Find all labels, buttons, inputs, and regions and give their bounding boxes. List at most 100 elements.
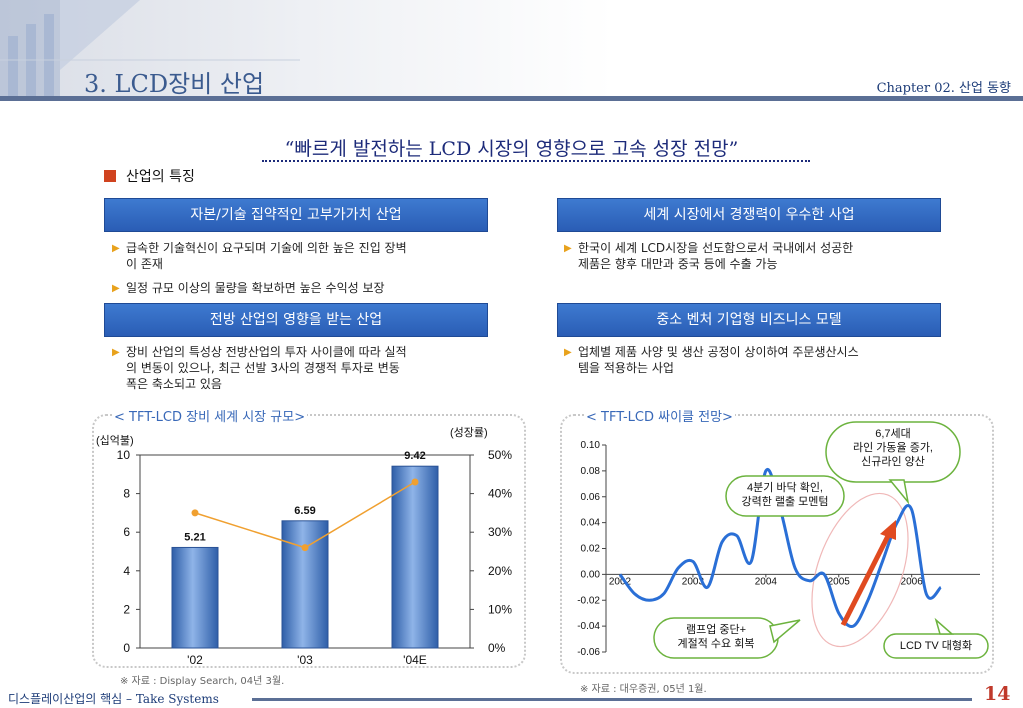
y-tick-label: 0.08 — [581, 466, 601, 477]
feature-2-bullet-1: ▶ 한국이 세계 LCD시장을 선도함으로서 국내에서 성공한 제품은 향후 대… — [564, 240, 948, 272]
arrow-bullet-icon: ▶ — [112, 347, 120, 358]
chart1-source: ※ 자료 : Display Search, 04년 3월. — [120, 676, 285, 687]
bar-data-label: 5.21 — [184, 531, 205, 543]
y2-tick-label: 20% — [488, 564, 512, 578]
feature-4-text-1a: 업체별 제품 사양 및 생산 공정이 상이하여 주문생산시스 — [578, 345, 859, 359]
section-bullet-square — [104, 170, 116, 182]
y-tick-label: -0.06 — [577, 647, 600, 658]
feature-1-bullet-1: ▶ 급속한 기술혁신이 요구되며 기술에 의한 높은 진입 장벽 이 존재 — [112, 240, 496, 272]
callout-demand-recovery-text: 램프업 중단+ — [686, 623, 746, 636]
bar-data-label: 9.42 — [404, 450, 425, 462]
page-number: 14 — [984, 683, 1011, 705]
chapter-label: Chapter 02. 산업 동향 — [876, 81, 1011, 96]
footer-divider — [252, 698, 972, 701]
callout-new-lines-text: 신규라인 양산 — [861, 455, 925, 468]
arrow-bullet-icon: ▶ — [564, 347, 572, 358]
callout-new-lines-text: 6,7세대 — [875, 427, 911, 440]
bar — [391, 465, 439, 649]
section-label: 산업의 특징 — [126, 169, 195, 185]
chart2-title: < TFT-LCD 싸이클 전망> — [584, 406, 735, 425]
callout-demand-recovery-text: 계절적 수요 회복 — [678, 637, 755, 650]
arrow-bullet-icon: ▶ — [112, 283, 120, 294]
growth-point — [411, 478, 419, 486]
market-size-chart: (십억불) (성장률) 0 2 4 6 8 10 0% 10% 20% 30% 40% 50% 5.21 '0… — [96, 426, 512, 664]
arrow-bullet-icon: ▶ — [564, 243, 572, 254]
y-tick-label: 0 — [123, 641, 130, 655]
feature-1-text-2: 일정 규모 이상의 물량을 확보하면 높은 수익성 보장 — [126, 281, 385, 295]
y-tick-label: 0.06 — [581, 492, 601, 503]
slide-title: 3. LCD장비 산업 — [84, 70, 265, 98]
feature-4-text-1b: 템을 적용하는 사업 — [578, 361, 674, 375]
y2-tick-label: 30% — [488, 525, 512, 539]
feature-3-text-1a: 장비 산업의 특성상 전방산업의 투자 사이클에 따라 실적 — [126, 345, 407, 359]
feature-3-text-1b: 의 변동이 있으나, 최근 선발 3사의 경쟁적 투자로 변동 — [126, 361, 400, 375]
x-tick-label: '03 — [297, 653, 313, 664]
cycle-chart: 0.10 0.08 0.06 0.04 0.02 0.00 -0.02 -0.04 -0.06 2… — [577, 421, 989, 659]
feature-box-2: 세계 시장에서 경쟁력이 우수한 사업 — [557, 198, 941, 232]
y-tick-label: -0.02 — [577, 595, 600, 606]
y-tick-label: 0.04 — [581, 518, 601, 529]
chart1-panel — [92, 414, 526, 668]
x-tick-label: 2004 — [755, 576, 778, 587]
callout-bottom-confirmed-text: 4분기 바닥 확인, — [747, 481, 823, 494]
growth-point — [301, 544, 309, 552]
y-tick-label: 0.02 — [581, 544, 601, 555]
y-tick-label: 0.00 — [581, 569, 601, 580]
feature-3-text-1c: 폭은 축소되고 있음 — [126, 377, 222, 391]
y-tick-label: 8 — [123, 487, 130, 501]
callout-demand-recovery-tail — [769, 619, 801, 644]
y-tick-label: 4 — [123, 564, 130, 578]
y-tick-label: 10 — [117, 448, 131, 462]
y-tick-label: 6 — [123, 525, 130, 539]
feature-3-bullet-1: ▶ 장비 산업의 특성상 전방산업의 투자 사이클에 따라 실적 의 변동이 있… — [112, 344, 496, 392]
bar — [171, 546, 219, 649]
y2-tick-label: 50% — [488, 448, 512, 462]
callout-bottom-confirmed-text: 강력한 랠출 모멘텀 — [741, 495, 828, 508]
chart1-title: < TFT-LCD 장비 세계 시장 규모> — [112, 406, 308, 425]
y2-tick-label: 40% — [488, 487, 512, 501]
growth-point — [191, 509, 199, 517]
callout-bottom-confirmed: 4분기 바닥 확인,강력한 랠출 모멘텀 — [725, 475, 845, 517]
x-tick-label: 2005 — [828, 576, 851, 587]
headline: “빠르게 발전하는 LCD 시장의 영향으로 고속 성장 전망” — [284, 138, 739, 160]
feature-2-text-1a: 한국이 세계 LCD시장을 선도함으로서 국내에서 성공한 — [578, 241, 854, 255]
callout-lcd-tv-tail — [934, 617, 954, 635]
trend-arrow-head — [880, 520, 896, 540]
arrow-bullet-icon: ▶ — [112, 243, 120, 254]
callout-lcd-tv: LCD TV 대형화 — [883, 617, 989, 659]
callout-bottom-confirmed-bubble — [725, 475, 845, 517]
callout-new-lines-text: 라인 가동율 증가, — [853, 441, 933, 454]
y-axis-label: (십억불) — [96, 434, 134, 447]
feature-2-text-1b: 제품은 향후 대만과 중국 등에 수출 가능 — [578, 257, 778, 271]
feature-1-text-1b: 이 존재 — [126, 257, 163, 271]
footer-text: 디스플레이산업의 핵심 – Take Systems — [8, 692, 219, 706]
y2-axis-label: (성장률) — [450, 426, 488, 439]
feature-1-bullet-2: ▶ 일정 규모 이상의 물량을 확보하면 높은 수익성 보장 — [112, 280, 496, 296]
callout-lcd-tv-text: LCD TV 대형화 — [900, 639, 972, 652]
callout-lcd-tv-bubble — [883, 633, 989, 659]
x-tick-label: 2002 — [609, 576, 632, 587]
feature-box-3: 전방 산업의 영향을 받는 산업 — [104, 303, 488, 337]
chart2-source: ※ 자료 : 대우증권, 05년 1월. — [580, 684, 707, 695]
header-logo-graphic — [0, 0, 300, 96]
y-tick-label: 2 — [123, 602, 130, 616]
feature-1-text-1a: 급속한 기술혁신이 요구되며 기술에 의한 높은 진입 장벽 — [126, 241, 407, 255]
x-tick-label: 2006 — [901, 576, 924, 587]
y-tick-label: 0.10 — [581, 440, 601, 451]
chart2-panel — [560, 414, 994, 674]
y2-tick-label: 0% — [488, 641, 506, 655]
headline-underline — [262, 158, 810, 162]
trend-arrow — [840, 530, 893, 627]
highlight-ellipse — [811, 492, 909, 648]
x-tick-label: '04E — [403, 653, 427, 664]
callout-new-lines-tail — [888, 479, 910, 505]
feature-box-1: 자본/기술 집약적인 고부가가치 산업 — [104, 198, 488, 232]
header-background — [0, 0, 1023, 96]
x-tick-label: 2003 — [682, 576, 705, 587]
y-tick-label: -0.04 — [577, 621, 600, 632]
x-tick-label: '02 — [187, 653, 203, 664]
feature-4-bullet-1: ▶ 업체별 제품 사양 및 생산 공정이 상이하여 주문생산시스 템을 적용하는… — [564, 344, 948, 376]
header-divider — [0, 96, 1023, 101]
feature-box-4: 중소 벤처 기업형 비즈니스 모델 — [557, 303, 941, 337]
